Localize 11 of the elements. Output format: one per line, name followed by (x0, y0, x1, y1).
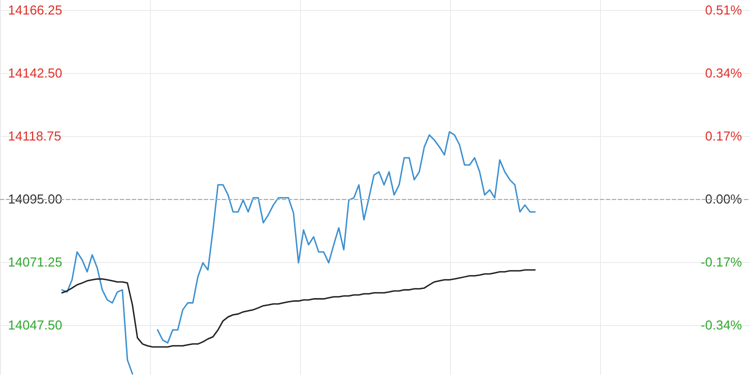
y2-tick-label: 0.34% (705, 65, 742, 80)
y2-tick-label: -0.34% (700, 317, 742, 332)
y-tick-label: 14166.25 (8, 2, 62, 18)
y2-tick-label: 0.17% (705, 128, 742, 144)
y2-tick-label: 0.51% (705, 2, 742, 18)
y-tick-label: 14047.50 (8, 317, 62, 332)
line-series (61, 269, 536, 348)
y-tick-label: 14142.50 (8, 65, 62, 80)
y-tick-label: 14071.25 (8, 254, 62, 270)
y-tick-label: 14118.75 (8, 128, 62, 144)
y2-tick-label: -0.17% (700, 254, 742, 270)
